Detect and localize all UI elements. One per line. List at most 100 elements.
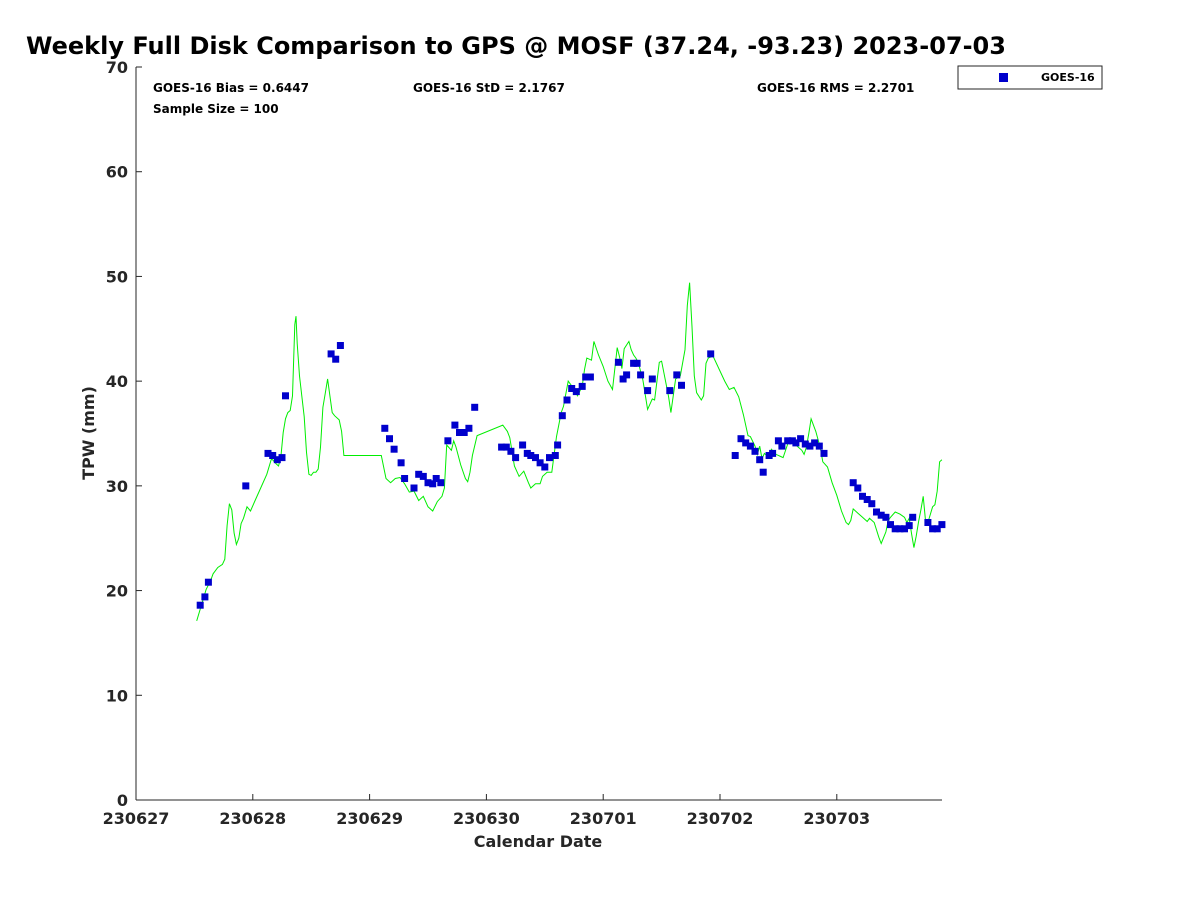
x-tick-label: 230703 (803, 809, 870, 828)
goes-16-point (774, 437, 782, 445)
y-tick-label: 60 (106, 163, 128, 182)
legend-box (957, 65, 1103, 90)
goes-16-point (551, 452, 559, 459)
goes-16-point (502, 443, 510, 451)
goes-16-point (278, 454, 286, 462)
goes-16-point (204, 578, 212, 586)
goes-16-point (554, 441, 562, 449)
goes-16-point (905, 522, 913, 530)
goes-16-point (868, 500, 876, 508)
y-axis-label: TPW (mm) (79, 386, 98, 480)
goes-16-point (784, 437, 792, 445)
x-tick-label: 230630 (453, 809, 520, 828)
goes-16-point (390, 445, 398, 453)
goes-16-point (924, 519, 932, 526)
goes-16-point (797, 435, 805, 443)
goes-16-point (938, 521, 946, 529)
goes-16-point (873, 508, 880, 516)
goes-16-point (877, 511, 885, 519)
goes-16-point (527, 452, 535, 459)
goes-16-point (792, 439, 800, 447)
goes-16-point (532, 454, 539, 462)
goes-16-point (282, 392, 289, 400)
goes-16-point (756, 456, 764, 464)
goes-16-point (619, 375, 627, 383)
goes-16-point (332, 355, 340, 363)
goes-16-point (737, 435, 745, 443)
y-tick-label: 0 (117, 791, 128, 810)
goes-16-point (460, 429, 468, 436)
goes-16-series (196, 342, 946, 609)
goes-16-point (849, 479, 857, 487)
goes-16-point (614, 358, 622, 366)
x-tick-label: 230629 (336, 809, 403, 828)
goes-16-point (648, 375, 656, 383)
y-tick-label: 30 (106, 477, 128, 496)
goes-16-point (731, 452, 739, 459)
goes-16-point (582, 373, 590, 381)
goes-16-point (429, 480, 437, 488)
goes-16-point (678, 381, 685, 389)
goes-16-point (742, 439, 750, 447)
goes-16-point (572, 388, 580, 396)
legend-marker-goes-16 (999, 73, 1008, 82)
goes-16-point (586, 373, 594, 381)
goes-16-point (778, 442, 786, 450)
std-stat: GOES-16 StD = 2.1767 (413, 81, 565, 95)
goes-16-point (541, 463, 549, 471)
y-tick-label: 70 (106, 58, 128, 77)
goes-16-point (444, 437, 452, 445)
rms-stat: GOES-16 RMS = 2.2701 (757, 81, 914, 95)
goes-16-point (887, 521, 894, 529)
goes-16-point (806, 442, 814, 450)
y-tick-label: 20 (106, 582, 128, 601)
goes-16-point (519, 441, 527, 449)
goes-16-point (929, 525, 937, 533)
goes-16-point (424, 479, 432, 487)
goes-16-point (512, 454, 520, 462)
goes-16-point (859, 492, 866, 500)
goes-16-point (397, 459, 405, 467)
goes-16-point (264, 449, 272, 457)
goes-16-point (471, 403, 479, 411)
goes-16-point (633, 359, 641, 367)
goes-16-point (666, 387, 674, 395)
goes-16-point (536, 459, 544, 467)
y-tick-label: 10 (106, 686, 128, 705)
chart-title: Weekly Full Disk Comparison to GPS @ MOS… (26, 32, 1006, 60)
goes-16-point (401, 475, 409, 482)
legend: GOES-16 (957, 65, 1103, 90)
goes-16-point (854, 484, 862, 492)
goes-16-point (327, 350, 335, 358)
x-tick-label: 230701 (570, 809, 637, 828)
legend-entry-goes-16: GOES-16 (1041, 71, 1095, 84)
goes-16-point (498, 443, 506, 451)
goes-16-point (273, 456, 281, 464)
goes-16-point (432, 475, 440, 482)
goes-16-point (769, 449, 777, 457)
goes-16-point (415, 470, 423, 478)
bias-stat: GOES-16 Bias = 0.6447 (153, 81, 309, 95)
goes-16-point (242, 482, 250, 490)
goes-16-point (546, 454, 553, 462)
goes-16-point (578, 382, 586, 390)
goes-16-point (437, 479, 445, 487)
plot-frame (135, 67, 942, 801)
goes-16-point (901, 525, 908, 533)
goes-16-point (751, 447, 759, 455)
y-tick-label: 40 (106, 372, 128, 391)
goes-16-point (419, 472, 427, 480)
goes-16-point (891, 525, 899, 533)
goes-16-point (465, 424, 473, 432)
goes-16-point (201, 593, 209, 601)
x-tick-label: 230627 (103, 809, 170, 828)
goes-16-point (811, 439, 819, 447)
goes-16-point (882, 513, 890, 521)
goes-16-point (644, 387, 652, 395)
goes-16-point (196, 601, 204, 609)
sample-size-stat: Sample Size = 100 (153, 102, 279, 116)
y-tick-label: 50 (106, 267, 128, 286)
x-tick-label: 230628 (219, 809, 286, 828)
goes-16-point (746, 442, 754, 450)
